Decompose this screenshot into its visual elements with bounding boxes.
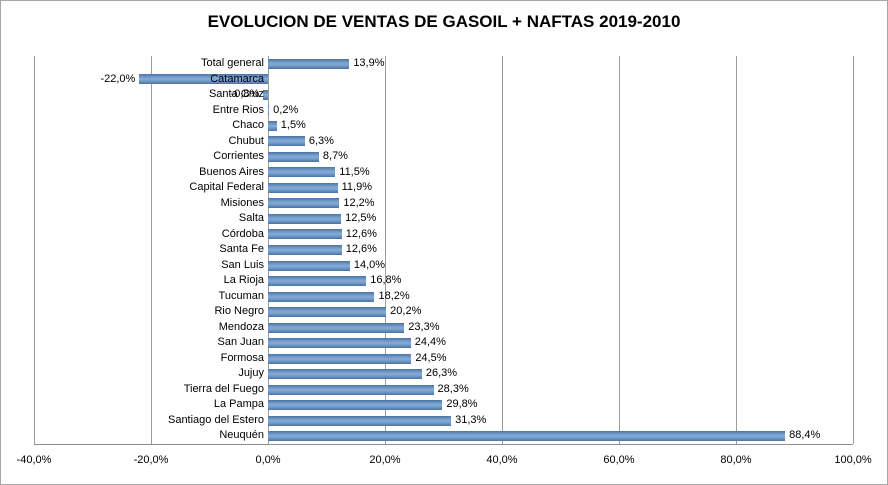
category-label-mendoza: Mendoza xyxy=(218,320,264,333)
value-label-tierra-del-fuego: 28,3% xyxy=(437,382,469,395)
value-label-buenos-aires: 11,5% xyxy=(339,165,370,178)
bar-formosa[interactable] xyxy=(268,353,412,364)
value-label-santa-cruz: -0,8% xyxy=(230,88,260,101)
value-label-santiago-del-estero: 31,3% xyxy=(455,413,487,426)
x-axis-tick-label: 20,0% xyxy=(369,454,401,466)
bar-la-rioja[interactable] xyxy=(268,276,367,287)
value-label-capital-federal: 11,9% xyxy=(341,181,372,194)
x-axis-tick-label: 60,0% xyxy=(603,454,635,466)
bar-misiones[interactable] xyxy=(268,198,340,209)
gridline xyxy=(150,56,152,444)
value-label-mendoza: 23,3% xyxy=(408,320,440,333)
bar-tierra-del-fuego[interactable] xyxy=(268,384,434,395)
gridline xyxy=(735,56,737,444)
bar-chubut[interactable] xyxy=(268,136,305,147)
value-label-misiones: 12,2% xyxy=(343,196,375,209)
category-label-chaco: Chaco xyxy=(232,119,264,132)
gridline xyxy=(852,56,854,444)
value-label-neuquen: 88,4% xyxy=(789,429,821,442)
value-label-rio-negro: 20,2% xyxy=(390,305,422,318)
value-label-formosa: 24,5% xyxy=(415,351,447,364)
category-label-total-general: Total general xyxy=(201,57,264,69)
value-label-chubut: 6,3% xyxy=(308,134,334,147)
value-label-salta: 12,5% xyxy=(345,212,377,225)
bar-san-luis[interactable] xyxy=(268,260,350,271)
bar-salta[interactable] xyxy=(268,213,342,224)
bar-cordoba[interactable] xyxy=(268,229,342,240)
bar-capital-federal[interactable] xyxy=(268,182,338,193)
category-label-san-juan: San Juan xyxy=(217,336,264,349)
value-label-total-general: 13,9% xyxy=(353,57,385,69)
bar-catamarca[interactable] xyxy=(139,74,268,85)
category-label-misiones: Misiones xyxy=(220,196,264,209)
category-label-capital-federal: Capital Federal xyxy=(189,181,264,194)
bar-mendoza[interactable] xyxy=(268,322,405,333)
value-label-santa-fe: 12,6% xyxy=(345,243,377,256)
x-axis-tick-label: -40,0% xyxy=(16,454,52,466)
value-label-entre-rios: 0,2% xyxy=(273,103,299,116)
gridline xyxy=(33,56,35,444)
category-label-santa-cruz: Santa Cruz xyxy=(208,88,264,101)
category-label-cordoba: Córdoba xyxy=(221,227,264,240)
category-label-chubut: Chubut xyxy=(228,134,264,147)
category-label-santiago-del-estero: Santiago del Estero xyxy=(167,413,264,426)
value-label-jujuy: 26,3% xyxy=(425,367,458,380)
category-label-catamarca: Catamarca xyxy=(210,72,264,85)
value-label-corrientes: 8,7% xyxy=(322,150,348,163)
category-label-corrientes: Corrientes xyxy=(213,150,264,163)
category-label-rio-negro: Rio Negro xyxy=(214,305,264,318)
value-label-la-rioja: 16,8% xyxy=(370,274,402,287)
bar-neuquen[interactable] xyxy=(268,431,786,442)
category-label-tierra-del-fuego: Tierra del Fuego xyxy=(183,382,264,395)
value-label-tucuman: 18,2% xyxy=(378,289,410,302)
category-label-tucuman: Tucuman xyxy=(218,289,264,302)
x-axis-tick-label: 0,0% xyxy=(255,454,281,466)
x-axis-tick-label: 80,0% xyxy=(720,454,752,466)
value-label-cordoba: 12,6% xyxy=(345,227,377,240)
category-label-entre-rios: Entre Rios xyxy=(212,103,264,116)
bar-chaco[interactable] xyxy=(268,120,277,131)
bar-santiago-del-estero[interactable] xyxy=(268,415,452,426)
value-label-catamarca: -22,0% xyxy=(100,72,136,85)
category-label-neuquen: Neuquén xyxy=(219,429,264,442)
value-label-san-luis: 14,0% xyxy=(353,258,386,271)
category-label-buenos-aires: Buenos Aires xyxy=(199,165,264,178)
bar-rio-negro[interactable] xyxy=(268,307,387,318)
category-label-santa-fe: Santa Fe xyxy=(219,243,264,256)
category-label-jujuy: Jujuy xyxy=(238,367,264,380)
bar-santa-cruz[interactable] xyxy=(263,89,268,100)
x-axis-tick-label: 40,0% xyxy=(486,454,518,466)
plot-area: -40,0% -20,0% 0,0% 20,0% 40,0% 60,0% 80,0% 100,… xyxy=(17,56,872,466)
category-label-san-luis: San Luis xyxy=(221,258,264,271)
bar-entre-rios[interactable] xyxy=(268,105,270,116)
value-label-san-juan: 24,4% xyxy=(414,336,446,349)
bar-total-general[interactable] xyxy=(268,58,350,69)
gridline xyxy=(501,56,503,444)
chart-title: EVOLUCION DE VENTAS DE GASOIL + NAFTAS 2… xyxy=(207,12,681,31)
category-label-salta: Salta xyxy=(238,212,264,225)
bar-jujuy[interactable] xyxy=(268,369,422,380)
bar-santa-fe[interactable] xyxy=(268,245,342,255)
x-axis-tick-label: -20,0% xyxy=(133,454,169,466)
gridline xyxy=(618,56,620,444)
bar-san-juan[interactable] xyxy=(268,338,411,349)
gridline xyxy=(384,56,386,444)
value-label-chaco: 1,5% xyxy=(280,119,306,132)
bar-corrientes[interactable] xyxy=(268,151,319,162)
category-label-la-rioja: La Rioja xyxy=(223,274,264,287)
x-axis-tick-label: 100,0% xyxy=(834,454,872,466)
bar-la-pampa[interactable] xyxy=(268,400,443,411)
category-label-formosa: Formosa xyxy=(220,351,264,364)
bar-buenos-aires[interactable] xyxy=(268,167,336,178)
value-label-la-pampa: 29,8% xyxy=(446,398,478,411)
bar-tucuman[interactable] xyxy=(268,291,375,302)
category-label-la-pampa: La Pampa xyxy=(213,398,264,411)
